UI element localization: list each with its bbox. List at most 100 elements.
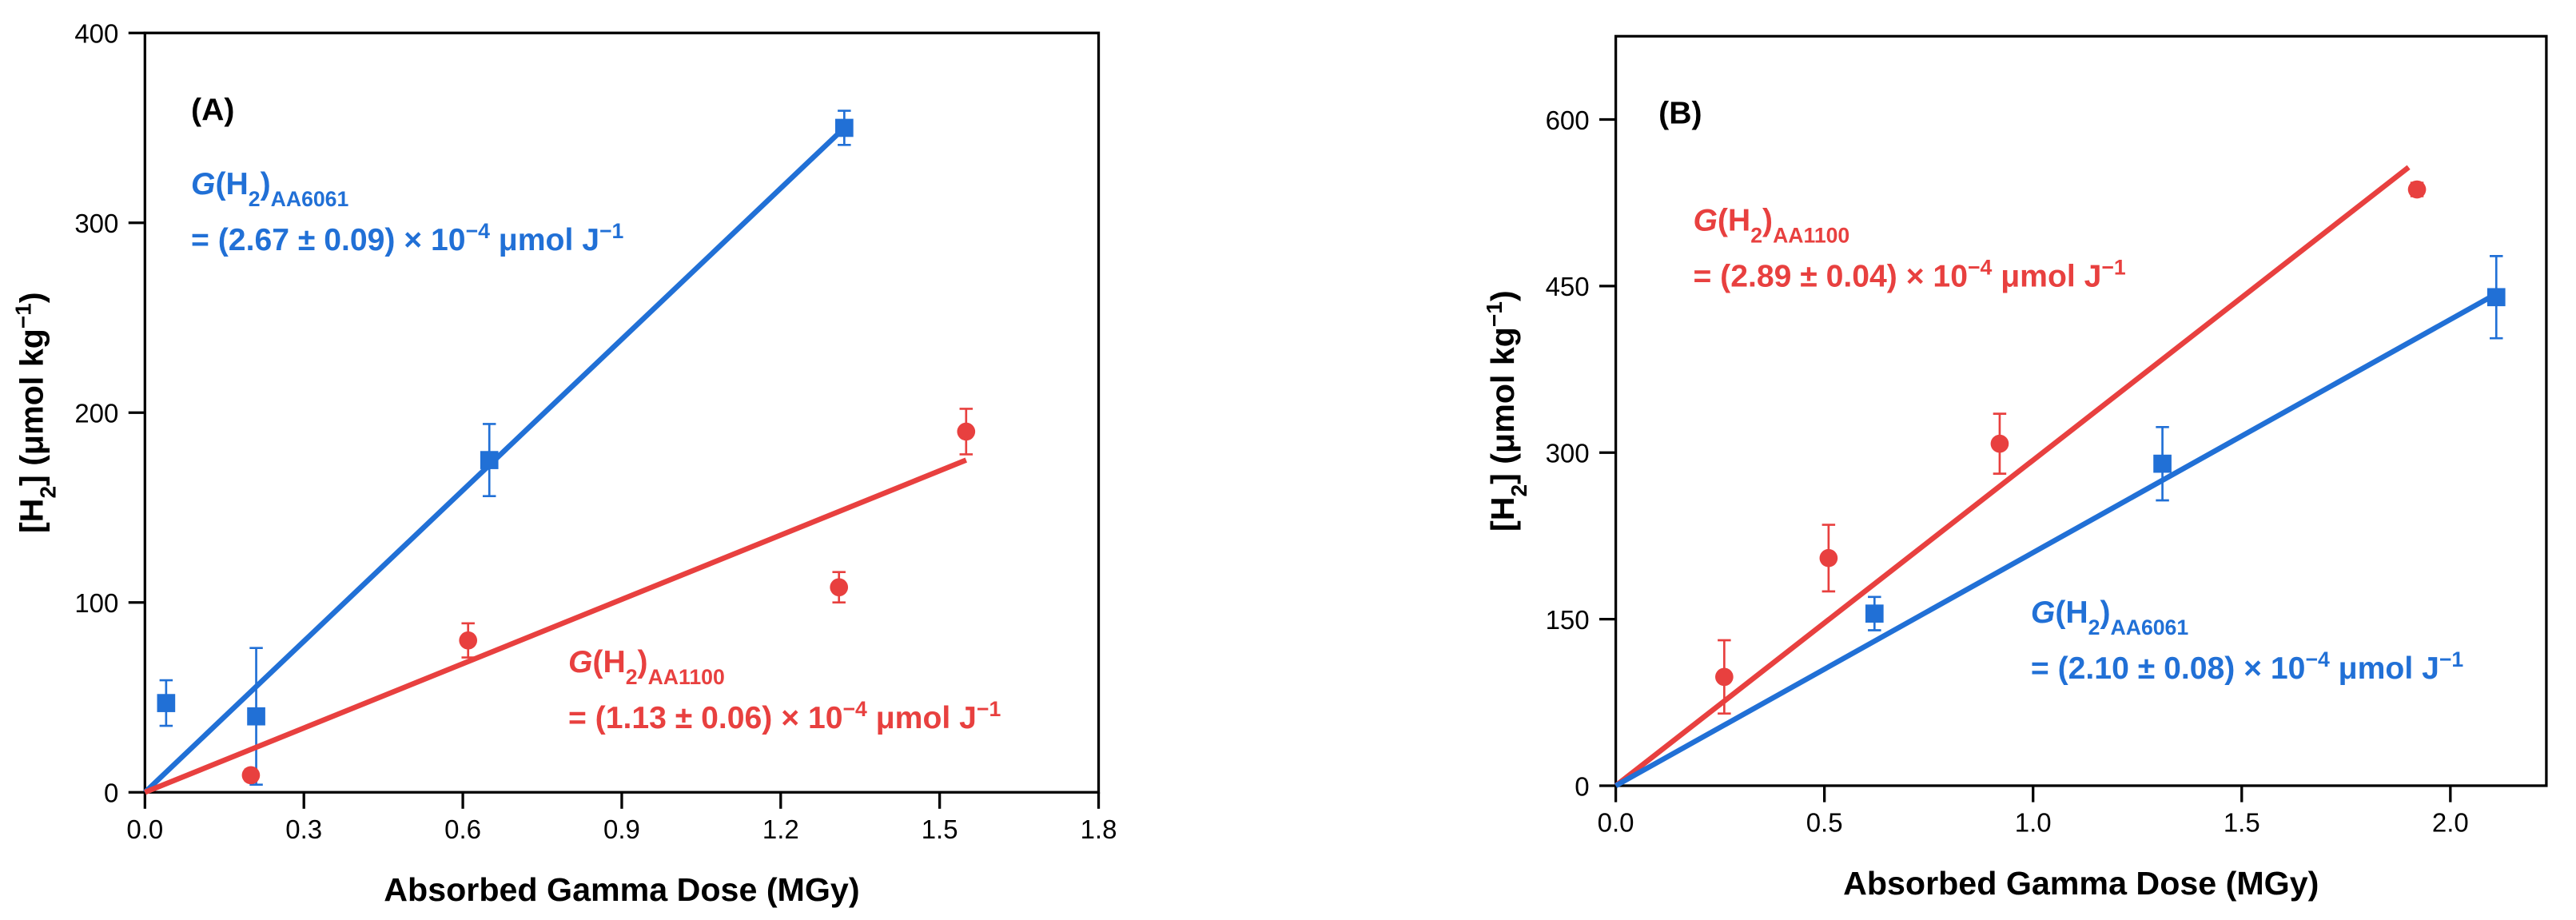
x-tick-label: 1.5 xyxy=(2224,808,2260,838)
y-tick-label: 0 xyxy=(104,779,118,808)
text-run: (A) xyxy=(191,93,234,127)
text-run: (H xyxy=(592,645,625,679)
data-point xyxy=(247,707,265,726)
text-run: ) xyxy=(1484,290,1521,301)
data-point xyxy=(2153,454,2172,473)
x-tick-label: 0.9 xyxy=(603,814,640,844)
text-run: (H xyxy=(2055,595,2088,630)
y-tick-label: 100 xyxy=(74,588,118,618)
text-run: 2 xyxy=(35,486,60,499)
text-run: AA1100 xyxy=(1773,224,1849,248)
text-run: = (2.67 ± 0.09) × 10 xyxy=(191,223,466,257)
annotation: = (1.13 ± 0.06) × 10−4 μmol J−1 xyxy=(568,697,1001,735)
x-tick-label: 0.6 xyxy=(444,814,481,844)
text-run: 2 xyxy=(2088,615,2100,639)
text-run: μmol J xyxy=(867,701,977,735)
fit-line xyxy=(144,457,968,795)
text-run: 2 xyxy=(249,187,261,211)
y-tick-label: 300 xyxy=(1546,439,1590,468)
y-axis-label: [H2] (μmol kg−1) xyxy=(10,292,60,533)
x-tick-label: 1.5 xyxy=(922,814,958,844)
text-run: G xyxy=(191,167,215,201)
text-run: −1 xyxy=(2101,256,2126,280)
annotation: G(H2)AA1100 xyxy=(1693,204,1849,248)
data-point xyxy=(835,118,854,137)
data-point xyxy=(1819,548,1838,568)
plot-frame xyxy=(1614,34,2548,787)
y-tick-label: 200 xyxy=(74,399,118,428)
text-run: = (2.89 ± 0.04) × 10 xyxy=(1693,260,1968,294)
data-point xyxy=(957,422,976,441)
data-point xyxy=(157,694,176,712)
text-run: ) xyxy=(14,292,50,303)
text-run: G xyxy=(2031,595,2055,630)
x-tick-label: 0.0 xyxy=(126,814,163,844)
x-tick-label: 1.8 xyxy=(1081,814,1117,844)
text-run: μmol J xyxy=(1992,260,2101,294)
text-run: −4 xyxy=(466,219,491,243)
x-tick-label: 2.0 xyxy=(2432,808,2469,838)
y-tick-label: 400 xyxy=(74,19,118,49)
text-run: = (2.10 ± 0.08) × 10 xyxy=(2031,651,2306,686)
y-tick-label: 600 xyxy=(1546,106,1590,135)
text-run: ) xyxy=(638,645,648,679)
data-point xyxy=(2407,180,2427,199)
data-point xyxy=(241,766,261,785)
x-tick-label: 0.5 xyxy=(1806,808,1843,838)
x-tick-label: 0.0 xyxy=(1598,808,1634,838)
data-point xyxy=(1990,434,2009,453)
annotation: = (2.10 ± 0.08) × 10−4 μmol J−1 xyxy=(2031,647,2463,686)
annotation: G(H2)AA6061 xyxy=(2031,595,2188,639)
x-tick-label: 1.0 xyxy=(2015,808,2052,838)
annotation: G(H2)AA1100 xyxy=(568,645,725,689)
annotation: = (2.67 ± 0.09) × 10−4 μmol J−1 xyxy=(191,219,623,257)
chart-panel: 0.0 0.5 1.0 1.5 2.0 0 150 300 450 600 Absorbed Gam… xyxy=(1481,34,2548,902)
text-run: AA6061 xyxy=(271,187,349,211)
y-tick-label: 450 xyxy=(1546,272,1590,301)
data-point xyxy=(459,631,478,650)
text-run: −1 xyxy=(10,303,35,329)
plot-frame xyxy=(143,31,1101,794)
data-point xyxy=(830,578,849,597)
text-run: AA1100 xyxy=(648,665,725,689)
text-run: −4 xyxy=(843,697,868,721)
text-run: AA6061 xyxy=(2111,615,2189,639)
text-run: −4 xyxy=(1968,256,1993,280)
text-run: 2 xyxy=(1506,484,1531,497)
data-point xyxy=(480,451,499,469)
annotation: (A) xyxy=(191,93,234,127)
text-run: [H xyxy=(1484,496,1521,531)
annotation: (B) xyxy=(1658,97,1702,131)
text-run: ) xyxy=(1762,204,1773,238)
text-run: (H xyxy=(215,167,248,201)
y-tick-label: 300 xyxy=(74,209,118,238)
data-point xyxy=(1715,667,1734,687)
text-run: (H xyxy=(1718,204,1750,238)
x-tick-label: 1.2 xyxy=(762,814,799,844)
text-run: G xyxy=(568,645,592,679)
data-point xyxy=(1865,604,1884,623)
y-tick-label: 150 xyxy=(1546,605,1590,635)
x-tick-label: 0.3 xyxy=(285,814,322,844)
text-run: 2 xyxy=(1750,224,1762,248)
fit-line xyxy=(1614,165,2411,788)
y-axis-label: [H2] (μmol kg−1) xyxy=(1481,290,1531,532)
text-run: −1 xyxy=(977,697,1001,721)
text-run: G xyxy=(1693,204,1717,238)
text-run: −4 xyxy=(2305,647,2330,671)
text-run: ) xyxy=(2100,595,2110,630)
x-axis-label: Absorbed Gamma Dose (MGy) xyxy=(1843,865,2319,902)
text-run: ) xyxy=(261,167,271,201)
text-run: (B) xyxy=(1658,97,1702,131)
x-axis-label: Absorbed Gamma Dose (MGy) xyxy=(384,871,859,908)
annotation: G(H2)AA6061 xyxy=(191,167,348,211)
text-run: [H xyxy=(14,499,50,533)
data-point xyxy=(2486,288,2506,307)
text-run: = (1.13 ± 0.06) × 10 xyxy=(568,701,843,735)
text-run: −1 xyxy=(1481,301,1506,327)
fit-line xyxy=(1614,291,2498,788)
text-run: ] (μmol kg xyxy=(14,329,50,486)
y-tick-label: 0 xyxy=(1575,771,1589,801)
text-run: μmol J xyxy=(2330,651,2439,686)
